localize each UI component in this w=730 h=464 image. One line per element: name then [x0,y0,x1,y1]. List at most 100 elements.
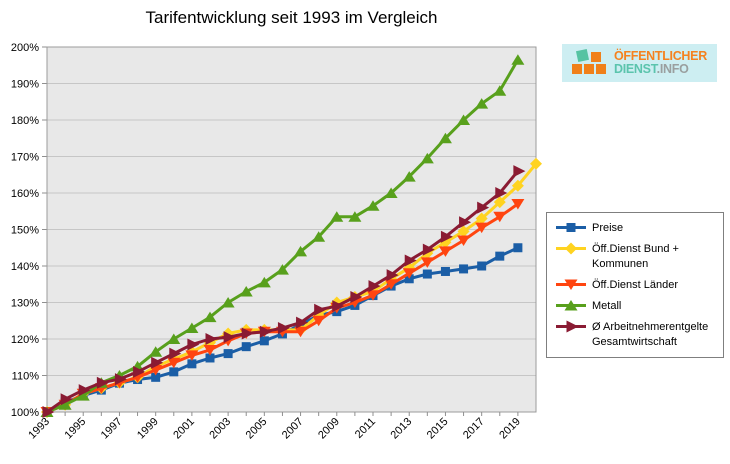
data-point-marker [420,257,434,268]
data-point-marker [185,322,199,334]
legend-label: Ø Arbeitnehmerentgelte Gesamtwirtschaft [592,321,709,348]
legend-marker-square-icon [556,223,586,232]
data-point-marker [167,357,181,369]
data-point-marker [477,201,490,214]
data-point-marker [513,243,523,253]
data-point-marker [223,349,233,359]
logo-text: ÖFFENTLICHER DIENST.INFO [614,48,707,77]
x-axis-label: 1997 [99,416,125,442]
data-point-marker [457,235,471,246]
legend-marker-diamond-icon [556,242,586,255]
data-point-marker [151,356,164,369]
data-point-marker [475,222,489,234]
x-axis-label: 2009 [316,416,342,442]
data-point-marker [294,245,308,257]
data-point-marker [420,152,434,164]
logo-line1: ÖFFENTLICHER [614,48,707,63]
data-point-marker [294,326,308,338]
logo-orange-square [572,64,582,74]
legend-label: Öff.Dienst Länder [592,278,679,291]
logo-teal-square [575,48,590,63]
data-point-marker [495,251,505,261]
x-axis-label: 1993 [26,416,52,442]
y-axis-label: 110% [12,371,40,383]
x-axis-label: 2001 [171,416,197,442]
data-point-marker [566,223,576,232]
data-point-marker [332,300,345,313]
data-point-marker [493,85,507,96]
chart-legend: Preise Öff.Dienst Bund + Kommunen Öff.Dien… [546,212,724,359]
data-point-marker [205,353,215,363]
data-point-marker [459,216,472,229]
data-point-marker [440,230,453,243]
data-point-marker [187,338,200,351]
y-axis-label: 130% [11,298,39,310]
data-point-marker [350,291,363,304]
data-point-marker [149,346,163,357]
data-point-marker [241,342,251,352]
data-point-marker [239,286,253,297]
x-axis-label: 2017 [461,416,487,442]
data-point-marker [511,54,525,65]
data-point-marker [564,279,578,290]
data-point-marker [457,225,470,238]
data-point-marker [169,347,182,360]
x-axis-label: 2003 [207,416,233,442]
y-axis-label: 170% [11,152,39,164]
data-point-marker [475,212,488,225]
data-point-marker [187,359,197,369]
plot-border [46,46,537,413]
legend-item-preise: Preise [556,221,717,235]
x-axis-label: 2019 [497,416,523,442]
legend-item-arbeitnehmerentgelte: Ø Arbeitnehmerentgelte Gesamtwirtschaft [556,320,717,349]
x-axis-label: 2007 [280,416,306,442]
data-point-marker [422,243,435,256]
data-point-marker [314,303,327,316]
data-point-marker [348,211,362,222]
x-axis-label: 2015 [425,416,451,442]
legend-label: Preise [592,222,624,234]
legend-marker-triangle-right-icon [556,320,586,333]
chart-title: Tarifentwicklung seit 1993 im Vergleich [145,8,438,27]
data-point-marker [422,269,432,279]
logo-squares-icon [570,48,607,76]
legend-item-bund-kommunen: Öff.Dienst Bund + Kommunen [556,242,717,271]
x-axis-label: 2013 [389,416,415,442]
data-point-marker [493,211,507,223]
data-point-marker [76,390,90,401]
y-axis-label: 100% [11,407,39,419]
data-point-marker [60,393,73,406]
data-point-marker [564,300,578,311]
legend-item-laender: Öff.Dienst Länder [556,278,717,292]
data-point-marker [114,373,127,386]
data-point-marker [203,311,217,323]
data-point-marker [404,254,417,267]
data-point-marker [366,290,380,301]
data-point-marker [493,196,506,209]
y-axis-label: 160% [11,188,39,200]
data-point-marker [477,261,487,271]
data-point-marker [565,242,577,255]
y-axis-label: 150% [11,225,39,237]
logo-orange-square [596,64,606,74]
data-point-marker [96,376,109,389]
data-point-marker [221,297,235,308]
data-point-marker [151,372,161,382]
logo-dienst-text: DIENST [614,62,657,76]
data-point-marker [169,367,179,377]
data-point-marker [530,157,542,170]
data-point-marker [223,331,236,344]
x-axis-label: 1999 [135,416,161,442]
series-arbeitnehmerentgelte [42,165,526,418]
data-point-marker [366,200,380,211]
logo-orange-square [591,52,601,62]
data-point-marker [402,268,416,279]
data-point-marker [205,333,218,345]
y-axis-label: 180% [11,115,39,127]
logo-info-text: .INFO [656,62,689,76]
y-axis-label: 190% [11,79,39,91]
legend-label: Öff.Dienst Bund + Kommunen [592,243,679,270]
logo-line2: DIENST.INFO [614,62,707,76]
data-point-marker [511,198,525,210]
